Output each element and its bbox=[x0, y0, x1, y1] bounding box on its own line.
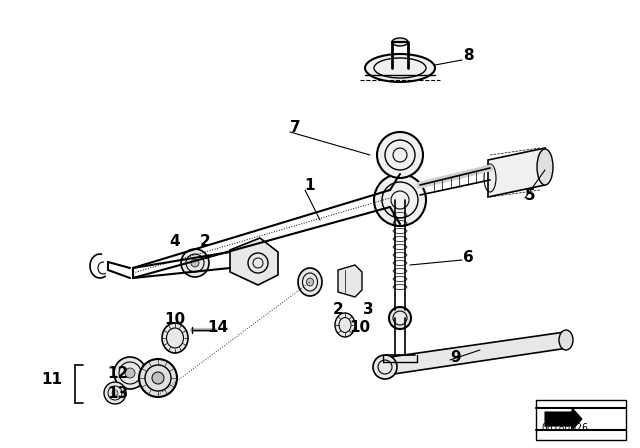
Ellipse shape bbox=[104, 382, 126, 404]
Text: 00180626: 00180626 bbox=[541, 423, 589, 433]
Text: 10: 10 bbox=[164, 313, 186, 327]
Text: 13: 13 bbox=[108, 385, 129, 401]
Text: 4: 4 bbox=[170, 234, 180, 250]
Ellipse shape bbox=[335, 313, 355, 337]
Polygon shape bbox=[230, 238, 278, 285]
Polygon shape bbox=[488, 148, 545, 197]
Ellipse shape bbox=[162, 323, 188, 353]
Ellipse shape bbox=[139, 359, 177, 397]
Bar bbox=[536, 400, 626, 440]
Ellipse shape bbox=[559, 330, 573, 350]
Polygon shape bbox=[338, 265, 362, 297]
Text: 2: 2 bbox=[200, 234, 211, 250]
Text: 7: 7 bbox=[290, 121, 300, 135]
Ellipse shape bbox=[152, 372, 164, 384]
Text: 8: 8 bbox=[463, 47, 474, 63]
Text: 10: 10 bbox=[349, 320, 371, 336]
Ellipse shape bbox=[191, 259, 199, 267]
Polygon shape bbox=[383, 332, 568, 375]
Text: 6: 6 bbox=[463, 250, 474, 266]
Ellipse shape bbox=[389, 307, 411, 329]
Text: 2: 2 bbox=[333, 302, 344, 318]
Text: 3: 3 bbox=[363, 302, 373, 318]
Ellipse shape bbox=[365, 54, 435, 82]
Text: 14: 14 bbox=[207, 320, 228, 336]
Text: 11: 11 bbox=[42, 372, 63, 388]
Text: 12: 12 bbox=[108, 366, 129, 380]
Ellipse shape bbox=[373, 355, 397, 379]
Text: 9: 9 bbox=[451, 350, 461, 366]
Polygon shape bbox=[545, 408, 582, 430]
Ellipse shape bbox=[112, 390, 118, 396]
Ellipse shape bbox=[374, 174, 426, 226]
Ellipse shape bbox=[114, 357, 146, 389]
Ellipse shape bbox=[392, 38, 408, 46]
Ellipse shape bbox=[298, 268, 322, 296]
Text: 1: 1 bbox=[305, 177, 316, 193]
Ellipse shape bbox=[377, 132, 423, 178]
Ellipse shape bbox=[307, 278, 314, 286]
Ellipse shape bbox=[537, 149, 553, 185]
Text: 5: 5 bbox=[525, 188, 535, 202]
Ellipse shape bbox=[125, 368, 135, 378]
Ellipse shape bbox=[181, 249, 209, 277]
